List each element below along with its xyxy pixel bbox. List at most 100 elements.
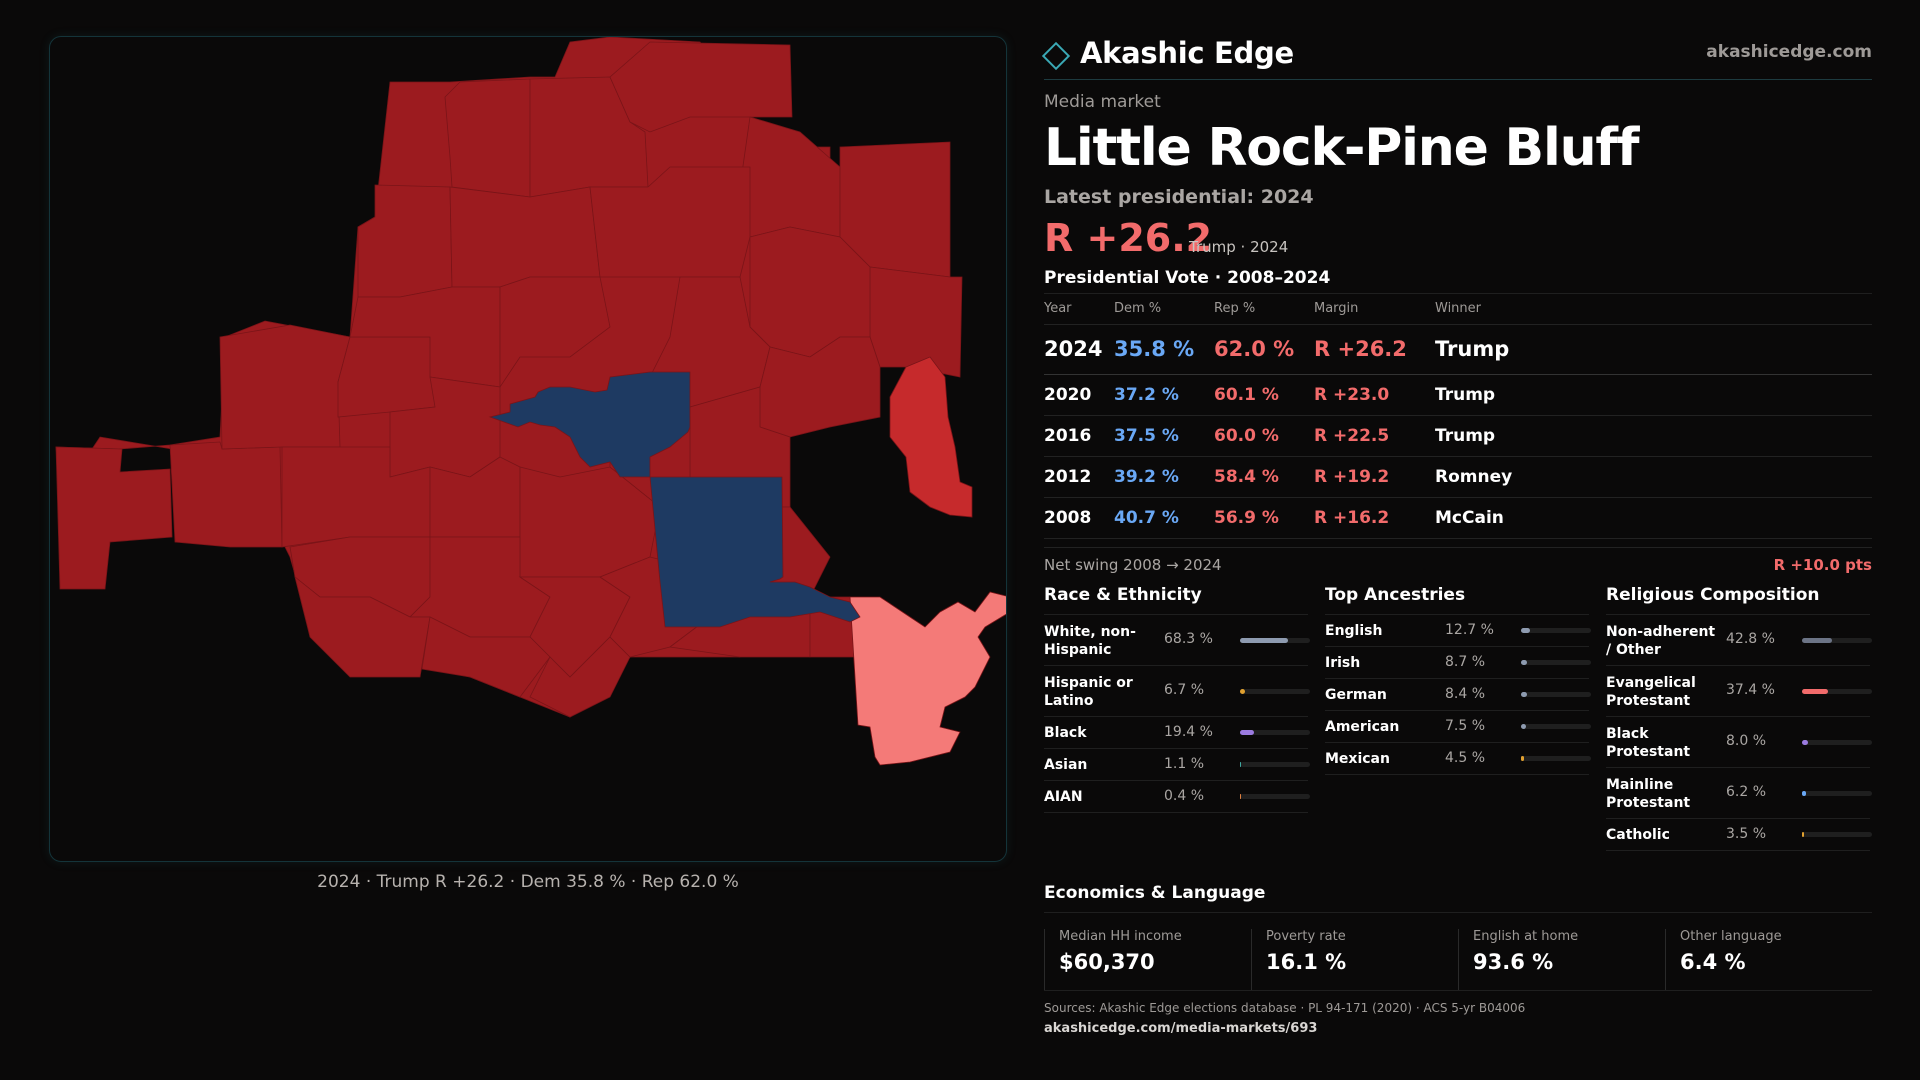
stat-row: Evangelical Protestant 37.4 % [1606, 666, 1872, 717]
religion-panel: Religious Composition Non-adherent / Oth… [1606, 585, 1872, 851]
stat-bar-fill [1521, 755, 1525, 761]
stat-label: English [1325, 622, 1383, 639]
cell-margin: R +22.5 [1314, 415, 1435, 457]
county-map-panel [49, 36, 1007, 862]
stat-bar-track [1521, 627, 1591, 633]
presidential-vote-table: Year Dem % Rep % Margin Winner 2024 35.8… [1044, 294, 1872, 539]
econ-value: 93.6 % [1473, 949, 1554, 974]
net-swing-label: Net swing 2008 → 2024 [1044, 555, 1222, 574]
market-kicker: Media market [1044, 92, 1161, 112]
stat-label: Mainline Protestant [1606, 776, 1691, 811]
county [55, 446, 173, 590]
county [488, 371, 691, 478]
stat-label: Mexican [1325, 750, 1390, 767]
stat-bar-fill [1802, 637, 1832, 643]
brand-name: Akashic Edge [1080, 36, 1294, 70]
map-caption: 2024 · Trump R +26.2 · Dem 35.8 % · Rep … [317, 872, 739, 892]
econ-cell-english: English at home 93.6 % [1458, 928, 1665, 990]
site-link[interactable]: akashicedge.com [1706, 42, 1872, 62]
cell-year: 2016 [1044, 415, 1114, 457]
cell-margin: R +16.2 [1314, 497, 1435, 539]
stat-bar-track [1521, 755, 1591, 761]
religion-title: Religious Composition [1606, 585, 1870, 615]
cell-dem: 35.8 % [1114, 324, 1214, 375]
cell-winner: McCain [1435, 497, 1872, 539]
stat-label: Black Protestant [1606, 725, 1691, 760]
stat-label: Black [1044, 724, 1087, 741]
headline-margin-value: R +26.2 [1044, 216, 1213, 260]
county [739, 116, 841, 238]
cell-winner: Romney [1435, 456, 1872, 498]
stat-percent: 37.4 % [1726, 681, 1775, 698]
stat-label: White, non-Hispanic [1044, 623, 1136, 658]
stat-percent: 6.2 % [1726, 783, 1767, 800]
col-dem: Dem % [1114, 294, 1214, 325]
stat-row: Asian 1.1 % [1044, 749, 1310, 781]
stat-label: German [1325, 686, 1387, 703]
county-map [55, 37, 1006, 766]
table-row: 2008 40.7 % 56.9 % R +16.2 McCain [1044, 497, 1872, 539]
stat-percent: 8.7 % [1445, 653, 1486, 670]
econ-cell-other-language: Other language 6.4 % [1665, 928, 1872, 990]
cell-margin: R +26.2 [1314, 324, 1435, 375]
econ-value: 6.4 % [1680, 949, 1746, 974]
stat-percent: 12.7 % [1445, 621, 1494, 638]
stat-bar-fill [1240, 761, 1242, 767]
county [869, 266, 963, 378]
page-url-link[interactable]: akashicedge.com/media-markets/693 [1044, 1020, 1318, 1036]
stat-row: Non-adherent / Other 42.8 % [1606, 615, 1872, 666]
stat-bar-fill [1802, 790, 1807, 796]
cell-margin: R +19.2 [1314, 456, 1435, 498]
stat-row: German 8.4 % [1325, 679, 1591, 711]
county [337, 336, 436, 418]
stat-percent: 1.1 % [1164, 755, 1205, 772]
table-row: 2024 35.8 % 62.0 % R +26.2 Trump [1044, 324, 1872, 375]
cell-year: 2024 [1044, 324, 1114, 375]
demographics: Race & Ethnicity White, non-Hispanic 68.3… [1044, 585, 1872, 851]
economics-section: Economics & Language Median HH income $6… [1044, 883, 1872, 1036]
header: Akashic Edge akashicedge.com [1041, 36, 1872, 80]
stat-bar-track [1802, 831, 1872, 837]
table-header-row: Year Dem % Rep % Margin Winner [1044, 294, 1872, 325]
econ-value: $60,370 [1059, 949, 1155, 974]
stat-row: Black Protestant 8.0 % [1606, 717, 1872, 768]
county [449, 186, 601, 288]
cell-winner: Trump [1435, 415, 1872, 457]
headline-margin: R +26.2 Trump · 2024 [1044, 216, 1872, 260]
stat-bar-track [1802, 739, 1872, 745]
economics-grid: Median HH income $60,370 Poverty rate 16… [1044, 928, 1872, 991]
stat-row: Hispanic or Latino 6.7 % [1044, 666, 1310, 717]
cell-rep: 58.4 % [1214, 456, 1314, 498]
cell-year: 2020 [1044, 374, 1114, 416]
col-margin: Margin [1314, 294, 1435, 325]
stat-row: Mexican 4.5 % [1325, 743, 1591, 775]
stat-percent: 4.5 % [1445, 749, 1486, 766]
cell-rep: 60.1 % [1214, 374, 1314, 416]
table-row: 2012 39.2 % 58.4 % R +19.2 Romney [1044, 456, 1872, 498]
stat-bar-fill [1240, 793, 1242, 799]
cell-winner: Trump [1435, 374, 1872, 416]
cell-margin: R +23.0 [1314, 374, 1435, 416]
stat-bar-track [1802, 637, 1872, 643]
stat-label: Non-adherent / Other [1606, 623, 1716, 658]
county [444, 78, 531, 198]
stat-row: Mainline Protestant 6.2 % [1606, 768, 1872, 819]
county [219, 324, 351, 450]
county [849, 591, 1006, 766]
county [889, 356, 973, 518]
econ-label: Median HH income [1059, 928, 1182, 944]
stat-label: American [1325, 718, 1400, 735]
cell-rep: 56.9 % [1214, 497, 1314, 539]
headline-margin-sub: Trump · 2024 [1189, 238, 1289, 256]
econ-label: Poverty rate [1266, 928, 1346, 944]
stat-row: English 12.7 % [1325, 615, 1591, 647]
col-winner: Winner [1435, 294, 1872, 325]
cell-rep: 62.0 % [1214, 324, 1314, 375]
table-row: 2020 37.2 % 60.1 % R +23.0 Trump [1044, 374, 1872, 416]
col-year: Year [1044, 294, 1114, 325]
table-row: 2016 37.5 % 60.0 % R +22.5 Trump [1044, 415, 1872, 457]
stat-bar-fill [1521, 627, 1530, 633]
market-title: Little Rock-Pine Bluff [1044, 118, 1639, 178]
econ-value: 16.1 % [1266, 949, 1347, 974]
county [357, 184, 453, 298]
